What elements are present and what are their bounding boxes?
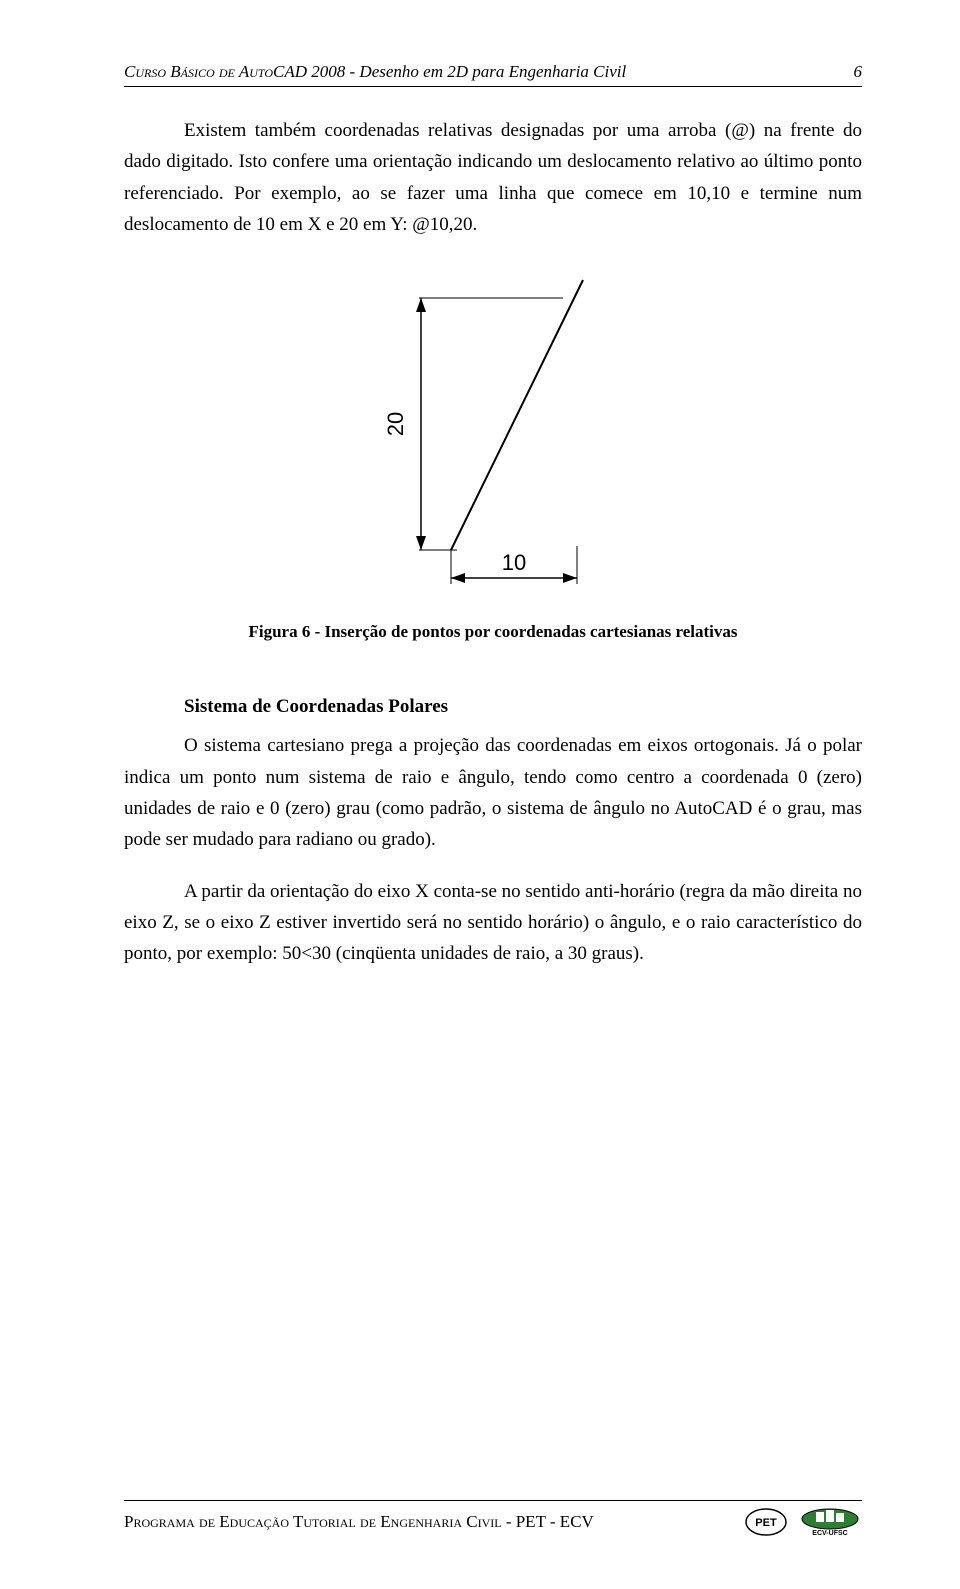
svg-text:10: 10 <box>502 550 526 575</box>
pet-logo-icon: PET <box>744 1507 788 1537</box>
svg-text:ECV-UFSC: ECV-UFSC <box>812 1530 847 1537</box>
page-number: 6 <box>854 62 863 82</box>
page-footer: Programa de Educação Tutorial de Engenha… <box>124 1500 862 1537</box>
figure-6: 2010 <box>124 260 862 600</box>
subheading-polares: Sistema de Coordenadas Polares <box>184 696 862 718</box>
header-title: Curso Básico de AutoCAD 2008 - Desenho e… <box>124 62 626 82</box>
footer-text: Programa de Educação Tutorial de Engenha… <box>124 1512 594 1532</box>
intro-paragraph: Existem também coordenadas relativas des… <box>124 115 862 240</box>
header-rule <box>124 86 862 87</box>
figure-6-svg: 2010 <box>353 260 633 600</box>
svg-text:PET: PET <box>755 1517 777 1529</box>
polar-paragraph-2: A partir da orientação do eixo X conta-s… <box>124 876 862 970</box>
svg-text:20: 20 <box>383 412 408 436</box>
polar-paragraph-1: O sistema cartesiano prega a projeção da… <box>124 730 862 855</box>
footer-rule <box>124 1500 862 1501</box>
figure-6-caption: Figura 6 - Inserção de pontos por coorde… <box>124 622 862 642</box>
footer-logos: PET ECV-UFSC <box>744 1507 862 1537</box>
header-title-italic: - Desenho em 2D para Engenharia Civil <box>345 62 626 81</box>
ecv-ufsc-logo-icon: ECV-UFSC <box>798 1507 862 1537</box>
page-header: Curso Básico de AutoCAD 2008 - Desenho e… <box>124 62 862 82</box>
header-title-smallcaps: Curso Básico de AutoCAD 2008 <box>124 62 345 81</box>
